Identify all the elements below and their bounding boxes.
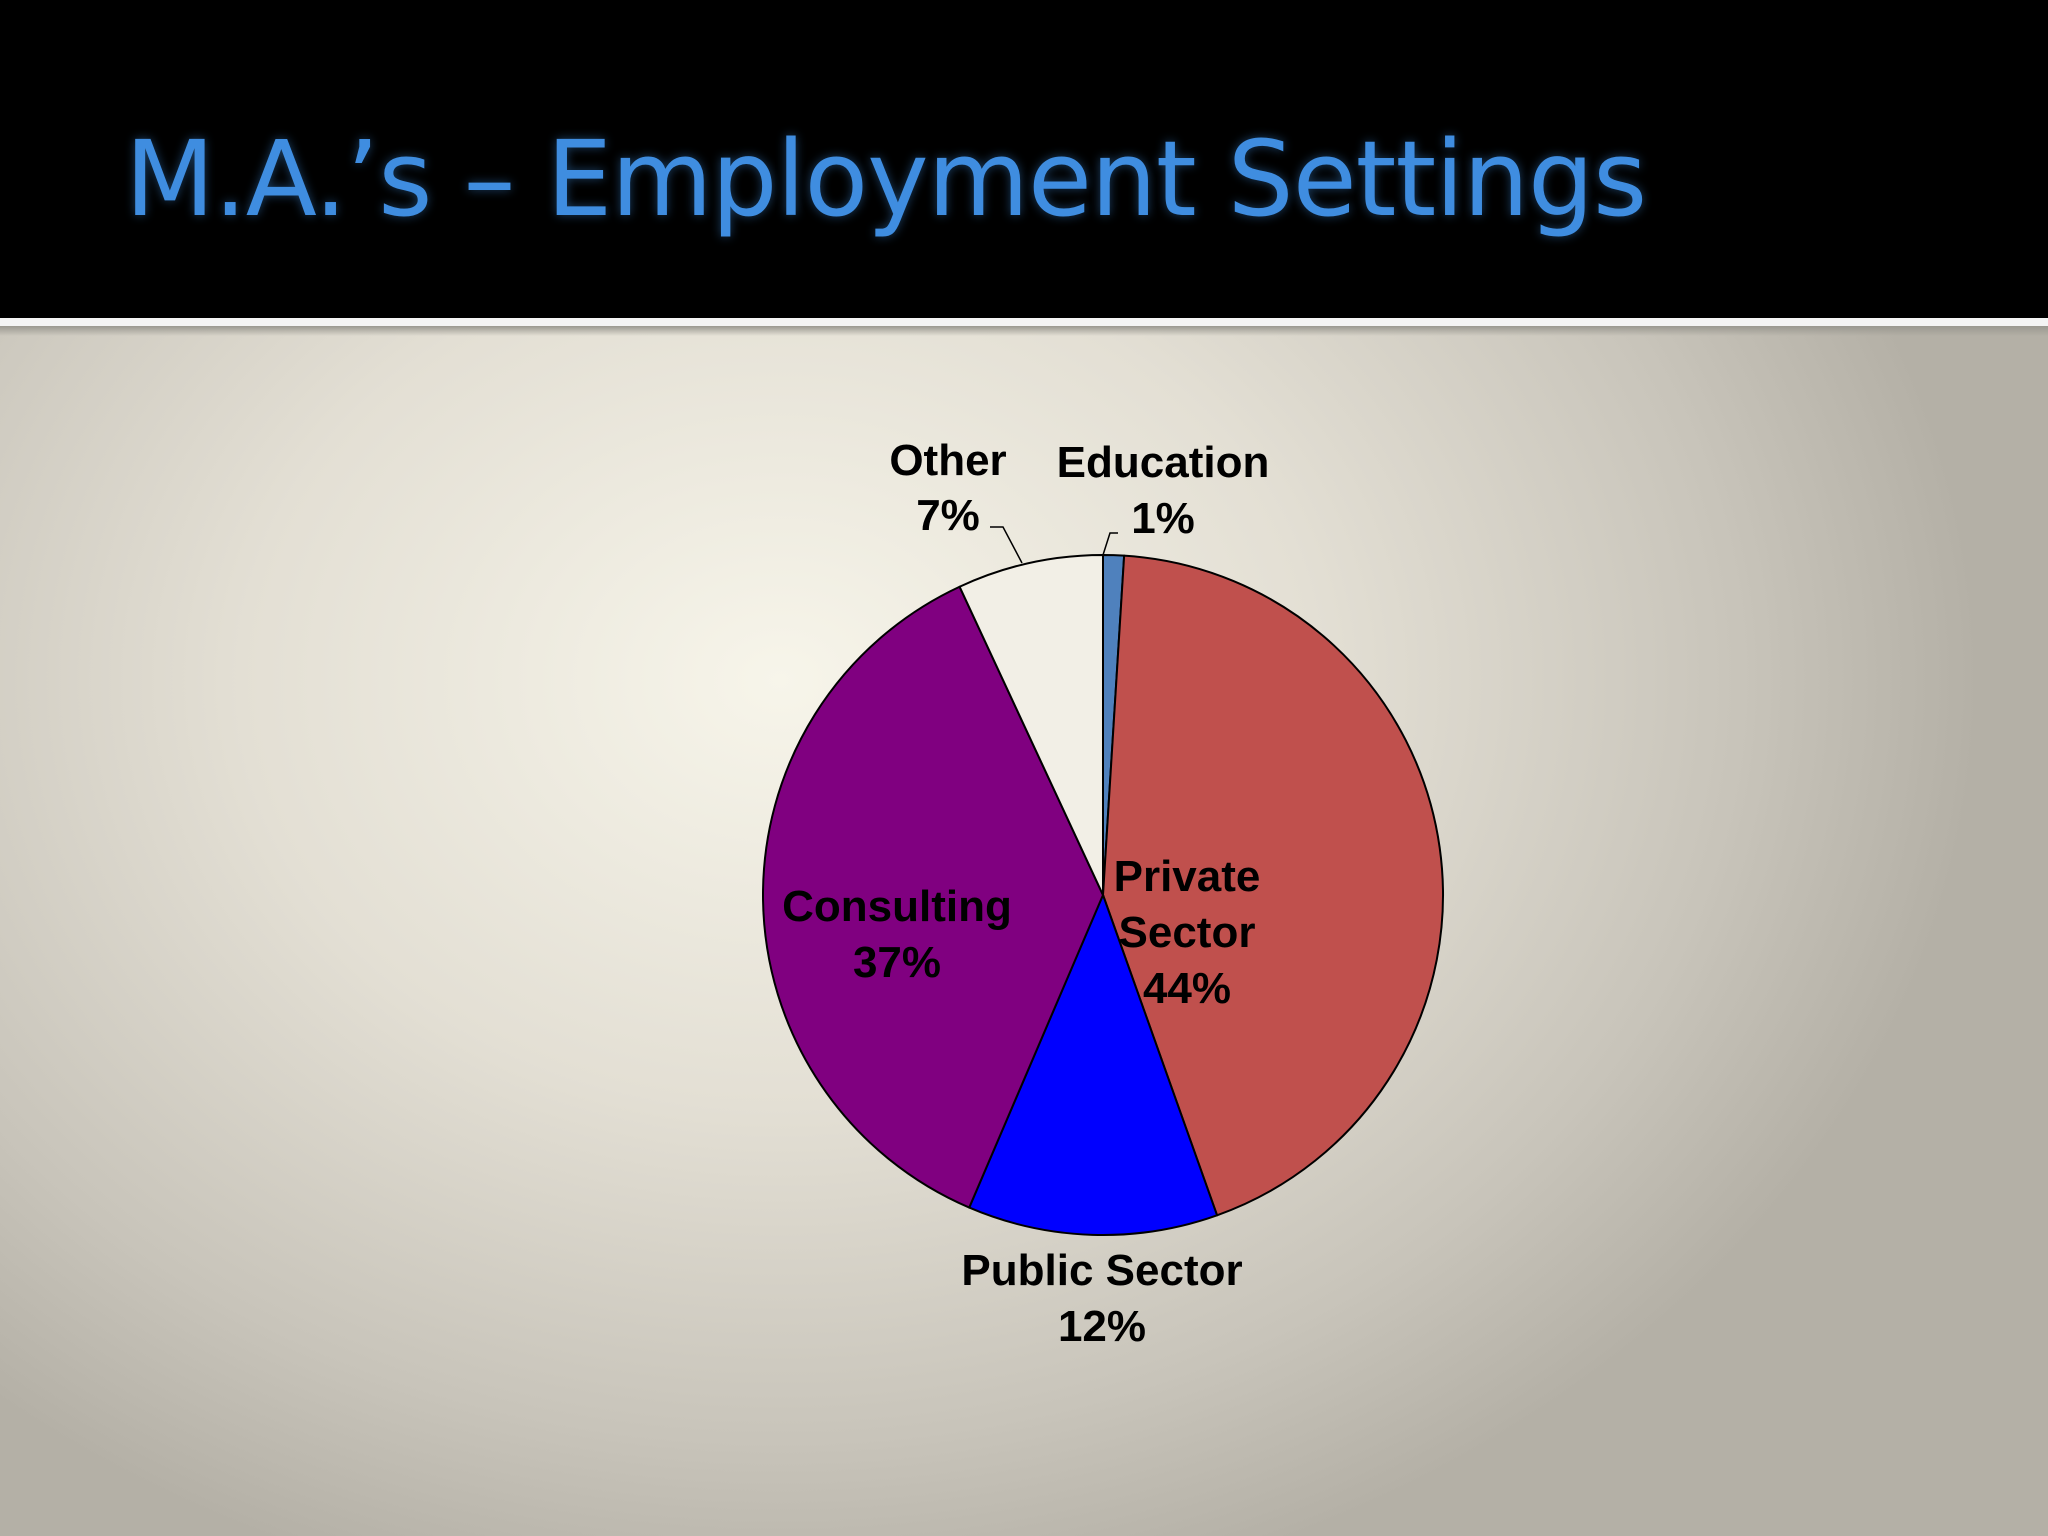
data-label-other: Other 7% [889,436,1006,540]
pie-slice-public-sector [968,894,1219,1236]
pie-slice-consulting [762,585,1104,1209]
leader-line-education [1102,532,1118,556]
pie-slice-private-sector [1102,554,1444,1217]
data-label-private-sector: Private Sector 44% [1114,852,1261,1013]
pie-slice-other [958,554,1104,896]
title-bar [0,0,2048,318]
title-divider-shadow [0,326,2048,336]
title-divider [0,318,2048,326]
data-label-consulting: Consulting 37% [782,882,1012,987]
pie-slices [762,554,1444,1236]
data-label-public-sector: Public Sector 12% [961,1246,1242,1351]
leader-line-other [990,526,1023,564]
pie-labels: Education 1% Private Sector 44% Public Sector… [782,436,1269,1351]
slide-title: M.A.’s – Employment Settings [125,118,1647,240]
data-label-education: Education 1% [1057,438,1270,543]
leader-lines [990,526,1118,564]
